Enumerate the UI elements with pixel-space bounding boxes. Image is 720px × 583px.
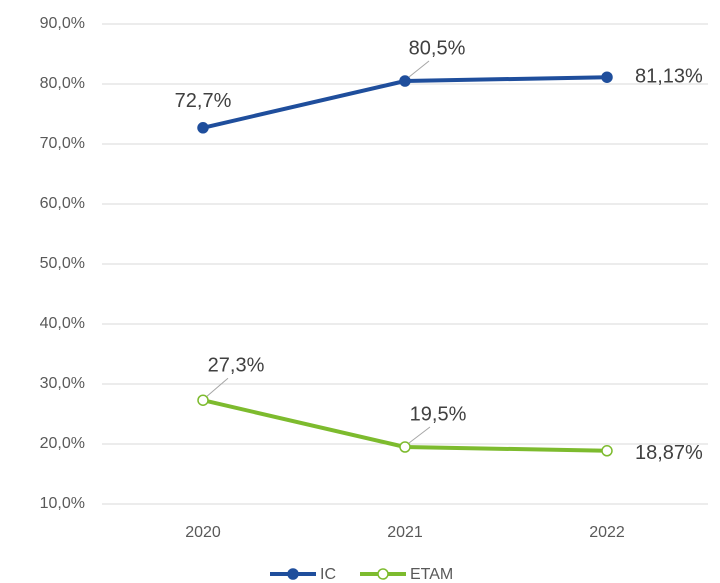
x-tick-label: 2020 (185, 524, 221, 541)
x-tick-label: 2021 (387, 524, 423, 541)
x-tick-label: 2022 (589, 524, 625, 541)
marker (399, 441, 411, 453)
leader-line (408, 426, 431, 444)
legend-label: IC (320, 566, 336, 583)
data-label: 81,13% (635, 66, 703, 88)
y-tick-label: 60,0% (40, 195, 85, 212)
y-tick-label: 90,0% (40, 15, 85, 32)
legend-marker (377, 568, 389, 580)
marker (399, 75, 411, 87)
y-tick-label: 20,0% (40, 435, 85, 452)
marker (197, 394, 209, 406)
marker (601, 445, 613, 457)
y-tick-label: 30,0% (40, 375, 85, 392)
data-label: 27,3% (208, 354, 265, 376)
y-tick-label: 80,0% (40, 75, 85, 92)
y-tick-label: 40,0% (40, 315, 85, 332)
data-label: 19,5% (410, 403, 467, 425)
data-label: 18,87% (635, 442, 703, 464)
data-label: 72,7% (175, 90, 232, 112)
data-label: 80,5% (409, 37, 466, 59)
y-tick-label: 70,0% (40, 135, 85, 152)
marker (601, 71, 613, 83)
legend-label: ETAM (410, 566, 453, 583)
legend-marker (287, 568, 299, 580)
leader-line (408, 60, 430, 78)
marker (197, 122, 209, 134)
leader-line (206, 377, 229, 397)
y-tick-label: 10,0% (40, 495, 85, 512)
y-tick-label: 50,0% (40, 255, 85, 272)
